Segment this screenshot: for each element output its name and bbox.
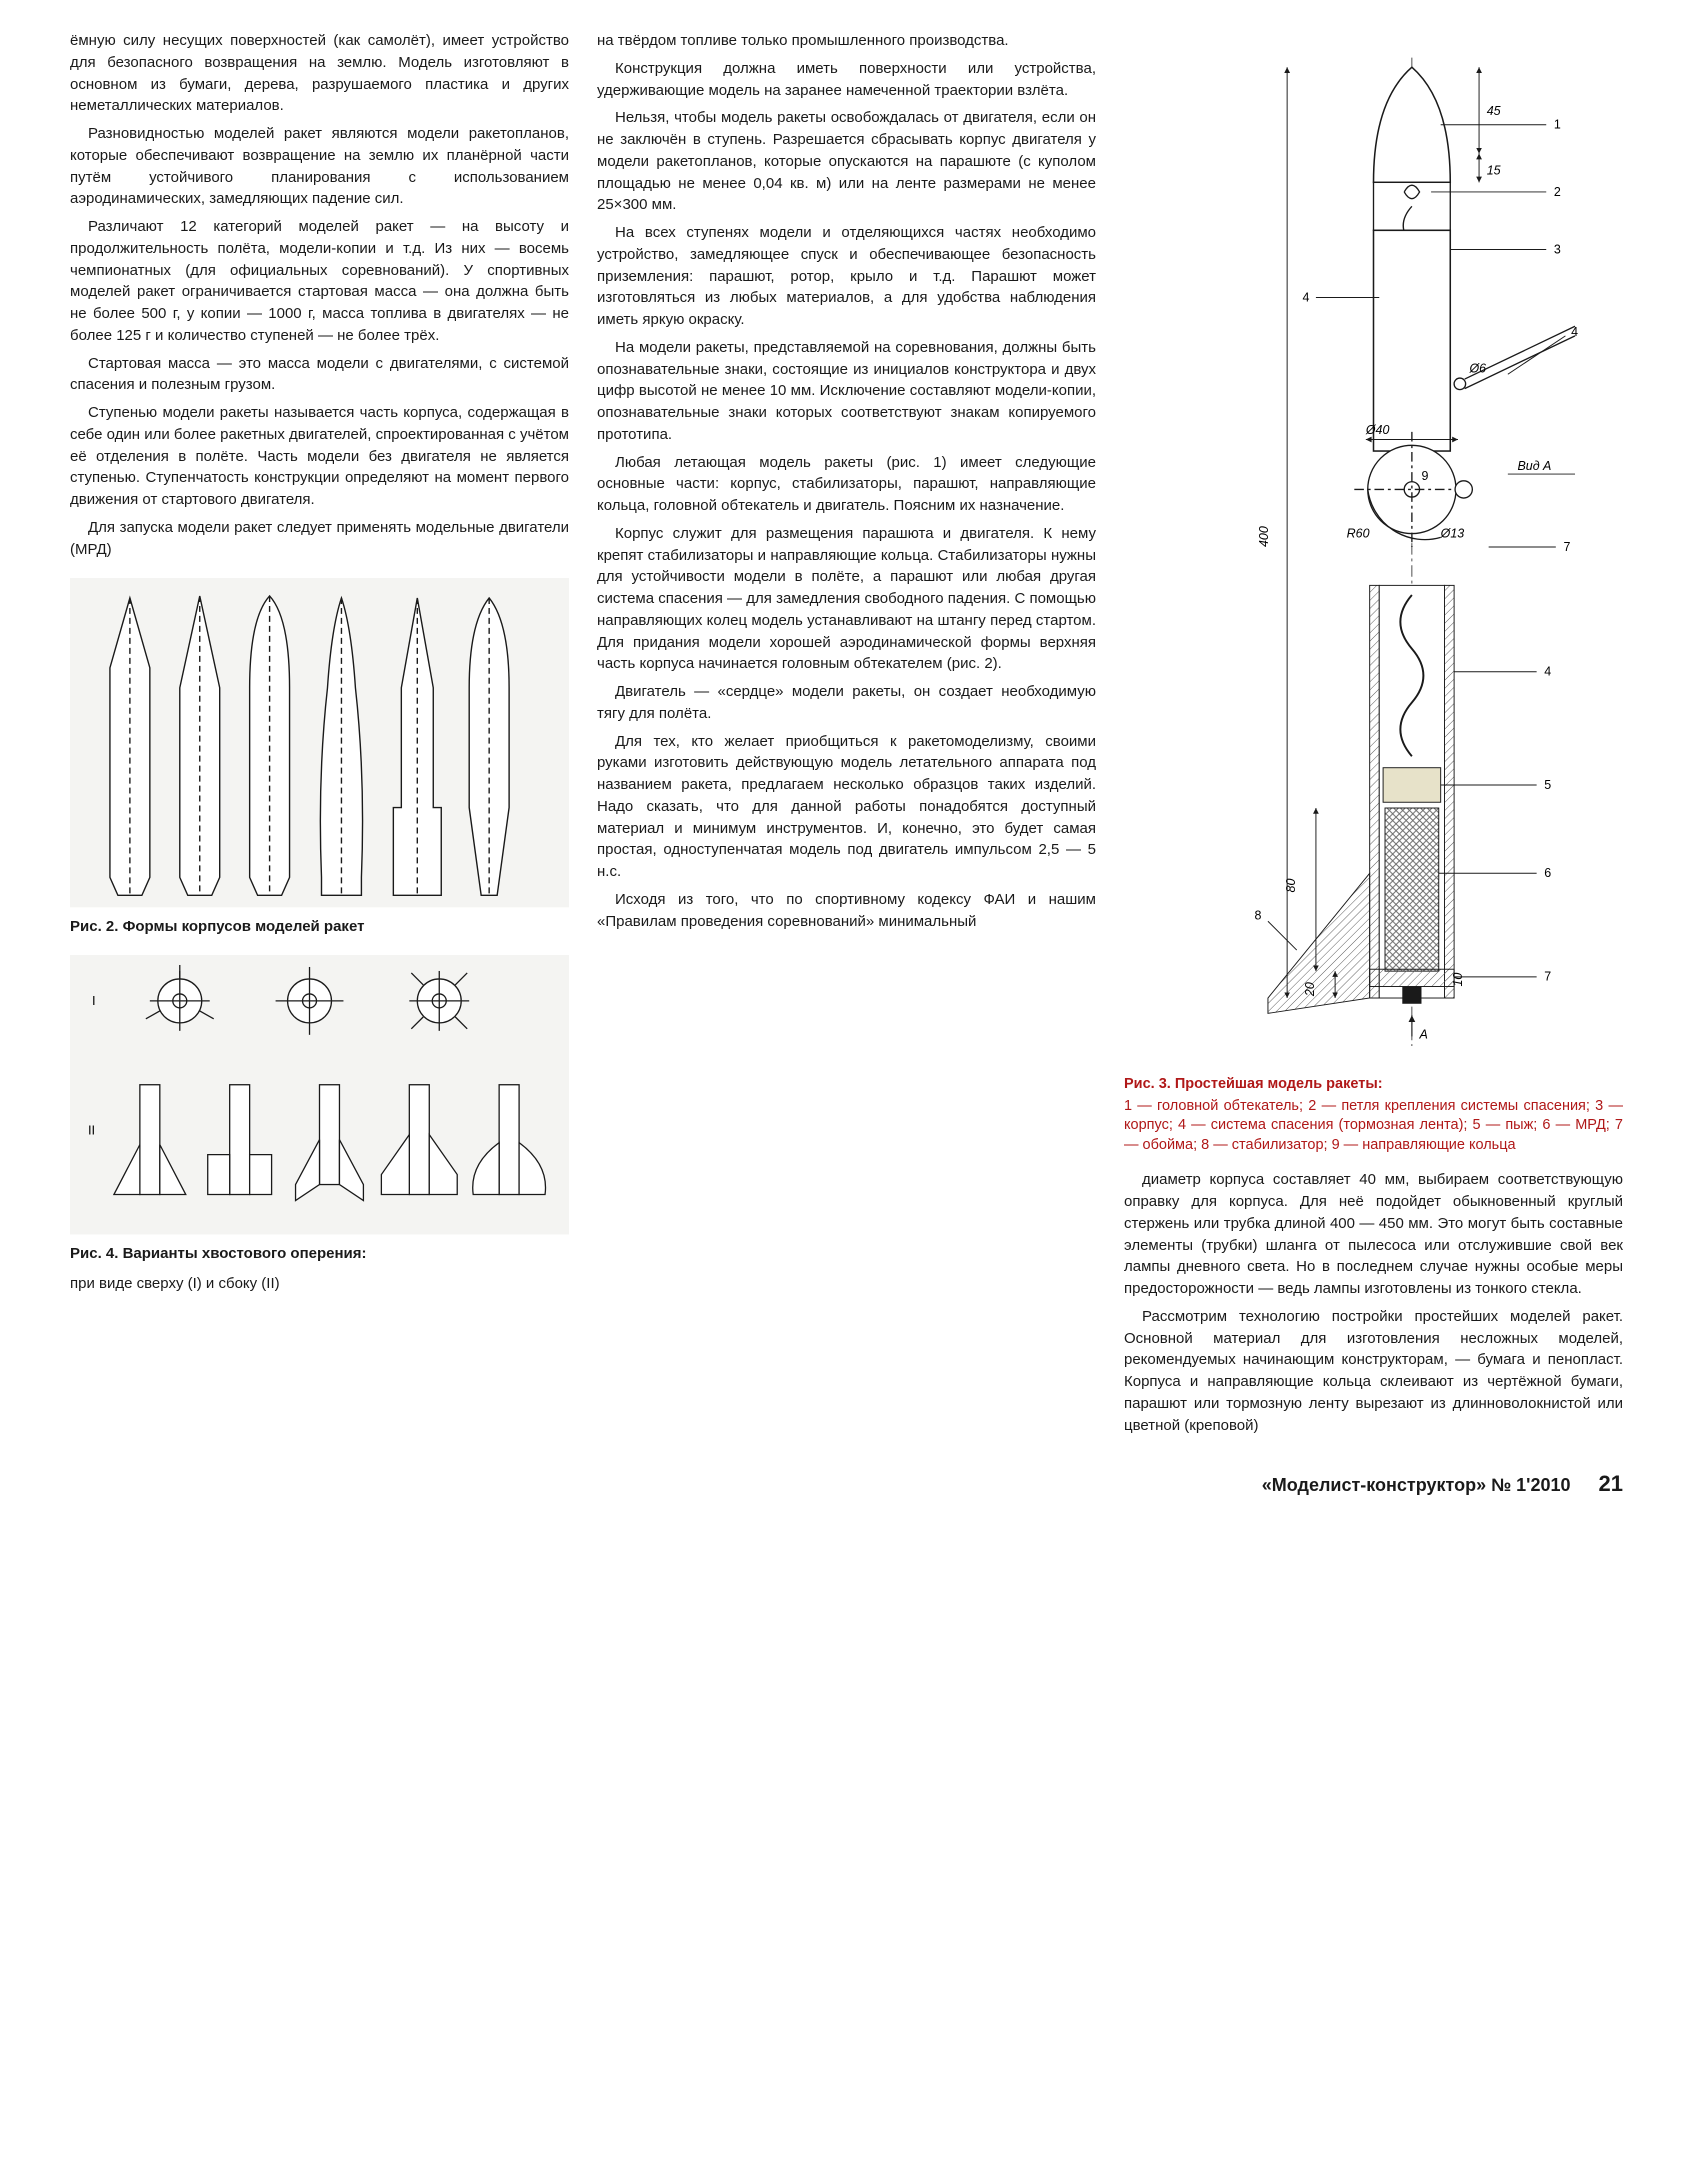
callout-6: 6	[1544, 866, 1551, 880]
para: диаметр корпуса составляет 40 мм, выбира…	[1124, 1169, 1623, 1300]
para: Нельзя, чтобы модель ракеты освобождалас…	[597, 107, 1096, 216]
para: Рассмотрим технологию постройки простейш…	[1124, 1306, 1623, 1437]
column-3: Ø6 Ø40 Вид А R60 Ø13 9	[1124, 30, 1623, 1442]
figure-3-caption: Рис. 3. Простейшая модель ракеты: 1 — го…	[1124, 1075, 1623, 1155]
column-2: на твёрдом топливе только промышленного …	[597, 30, 1096, 1442]
figure-2: Рис. 2. Формы корпусов моделей ракет	[70, 578, 569, 937]
para: Разновидностью моделей ракет являются мо…	[70, 123, 569, 210]
callout-4: 4	[1302, 290, 1309, 304]
fig4-label-I: I	[92, 993, 96, 1008]
callout-9: 9	[1421, 469, 1428, 483]
figure-4-caption-2: при виде сверху (I) и сбоку (II)	[70, 1273, 569, 1295]
page-columns: ёмную силу несущих поверхностей (как сам…	[70, 30, 1623, 1442]
para: Ступенью модели ракеты называется часть …	[70, 402, 569, 511]
dim-10: 10	[1451, 973, 1465, 987]
para: ёмную силу несущих поверхностей (как сам…	[70, 30, 569, 117]
dim-d13: Ø13	[1440, 526, 1465, 540]
fig4-label-II: II	[88, 1123, 95, 1138]
label-A: A	[1419, 1027, 1428, 1041]
figure-4-caption-1: Рис. 4. Варианты хвостового оперения:	[70, 1243, 569, 1265]
figure-2-caption: Рис. 2. Формы корпусов моделей ракет	[70, 916, 569, 938]
callout-4c: 4	[1571, 325, 1578, 339]
callout-8: 8	[1255, 908, 1262, 922]
dim-r60: R60	[1347, 526, 1370, 540]
callout-1: 1	[1554, 118, 1561, 132]
figure-3-title: Рис. 3. Простейшая модель ракеты:	[1124, 1075, 1623, 1095]
figure-3-legend: 1 — головной обтекатель; 2 — петля крепл…	[1124, 1098, 1623, 1153]
callout-7b: 7	[1544, 970, 1551, 984]
dim-d40: Ø40	[1365, 423, 1390, 437]
callout-2: 2	[1554, 185, 1561, 199]
footer-page-number: 21	[1599, 1468, 1623, 1500]
figure-4: I	[70, 955, 569, 1294]
para: Для тех, кто желает приобщиться к ракето…	[597, 731, 1096, 883]
para: Двигатель — «сердце» модели ракеты, он с…	[597, 681, 1096, 725]
dim-45: 45	[1487, 104, 1501, 118]
para: Исходя из того, что по спортивному кодек…	[597, 889, 1096, 933]
para: на твёрдом топливе только промышленного …	[597, 30, 1096, 52]
para: Стартовая масса — это масса модели с дви…	[70, 353, 569, 397]
dim-15: 15	[1487, 164, 1501, 178]
footer-magazine: «Моделист-конструктор» № 1'2010	[1262, 1472, 1571, 1498]
dim-d6: Ø6	[1468, 361, 1486, 375]
callout-7: 7	[1564, 540, 1571, 554]
page-footer: «Моделист-конструктор» № 1'2010 21	[70, 1468, 1623, 1500]
callout-3: 3	[1554, 242, 1561, 256]
column-1: ёмную силу несущих поверхностей (как сам…	[70, 30, 569, 1442]
para: Любая летающая модель ракеты (рис. 1) им…	[597, 452, 1096, 517]
para: Корпус служит для размещения парашюта и …	[597, 523, 1096, 675]
figure-3: Ø6 Ø40 Вид А R60 Ø13 9	[1124, 48, 1623, 1155]
callout-5: 5	[1544, 778, 1551, 792]
figure-2-svg	[70, 578, 569, 907]
label-vidA: Вид А	[1517, 459, 1551, 473]
dim-20: 20	[1303, 982, 1317, 997]
para: На модели ракеты, представляемой на соре…	[597, 337, 1096, 446]
dim-400: 400	[1257, 526, 1271, 547]
para: Конструкция должна иметь поверхности или…	[597, 58, 1096, 102]
para: На всех ступенях модели и отделяющихся ч…	[597, 222, 1096, 331]
figure-4-svg: I	[70, 955, 569, 1234]
dim-80: 80	[1284, 879, 1298, 893]
para: Различают 12 категорий моделей ракет — н…	[70, 216, 569, 347]
para: Для запуска модели ракет следует применя…	[70, 517, 569, 561]
callout-4b: 4	[1544, 665, 1551, 679]
figure-3-svg: Ø6 Ø40 Вид А R60 Ø13 9	[1124, 48, 1623, 1065]
